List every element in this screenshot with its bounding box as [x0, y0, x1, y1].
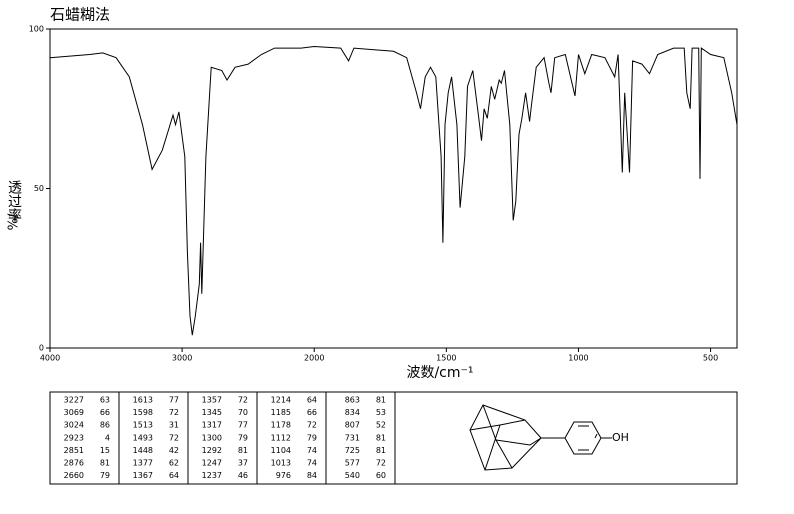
x-tick-label: 1000: [568, 354, 588, 363]
peak-wavenumber: 1178: [271, 421, 291, 430]
peak-transmittance: 72: [376, 459, 386, 468]
peak-transmittance: 52: [376, 421, 386, 430]
peak-wavenumber: 2660: [64, 471, 84, 480]
peak-transmittance: 66: [307, 408, 317, 417]
peak-transmittance: 63: [100, 396, 110, 405]
peak-transmittance: 84: [307, 471, 317, 480]
peak-transmittance: 60: [376, 471, 386, 480]
peak-wavenumber: 807: [345, 421, 360, 430]
peak-transmittance: 53: [376, 408, 386, 417]
y-axis-unit: %/: [7, 213, 22, 230]
peak-wavenumber: 3227: [64, 396, 84, 405]
peak-transmittance: 81: [100, 459, 110, 468]
y-axis-label: 透过率: [6, 180, 22, 222]
cage: [482, 404, 513, 469]
peak-wavenumber: 1237: [202, 471, 222, 480]
peak-transmittance: 81: [376, 396, 386, 405]
peak-transmittance: 64: [307, 396, 317, 405]
peak-transmittance: 74: [307, 446, 317, 455]
peak-wavenumber: 834: [345, 408, 360, 417]
peak-wavenumber: 863: [345, 396, 360, 405]
peak-transmittance: 66: [100, 408, 110, 417]
peak-wavenumber: 1185: [271, 408, 291, 417]
peak-wavenumber: 2923: [64, 433, 84, 442]
peak-transmittance: 86: [100, 421, 110, 430]
peak-wavenumber: 3069: [64, 408, 84, 417]
table-frame: [49, 391, 738, 485]
peak-wavenumber: 1367: [133, 471, 153, 480]
structure-label: OH: [612, 431, 629, 444]
x-tick-label: 4000: [40, 354, 60, 363]
peak-transmittance: 79: [100, 471, 110, 480]
peak-wavenumber: 731: [345, 433, 360, 442]
peak-wavenumber: 540: [345, 471, 360, 480]
peak-wavenumber: 1317: [202, 421, 222, 430]
cage: [469, 419, 526, 431]
peak-transmittance: 74: [307, 459, 317, 468]
structure: [469, 404, 612, 471]
peak-transmittance: 72: [169, 408, 179, 417]
x-axis-label: 波数/cm⁻¹: [406, 365, 473, 381]
x-tick-label: 2000: [304, 354, 324, 363]
peak-transmittance: 81: [376, 446, 386, 455]
peak-wavenumber: 1247: [202, 459, 222, 468]
peak-transmittance: 4: [105, 433, 110, 442]
x-tick-label: 500: [703, 354, 718, 363]
y-tick-label: 100: [29, 25, 44, 34]
x-tick-label: 3000: [172, 354, 192, 363]
peak-wavenumber: 976: [276, 471, 291, 480]
peak-transmittance: 81: [376, 433, 386, 442]
cage: [469, 404, 542, 471]
x-tick-label: 1500: [436, 354, 456, 363]
peak-wavenumber: 1377: [133, 459, 153, 468]
peak-wavenumber: 2876: [64, 459, 84, 468]
spectrum-line: [49, 45, 738, 336]
peak-wavenumber: 1292: [202, 446, 222, 455]
peak-wavenumber: 1613: [133, 396, 153, 405]
peak-transmittance: 15: [100, 446, 110, 455]
peak-transmittance: 31: [169, 421, 179, 430]
peak-transmittance: 79: [307, 433, 317, 442]
peak-wavenumber: 1214: [271, 396, 291, 405]
peak-wavenumber: 725: [345, 446, 360, 455]
peak-transmittance: 42: [169, 446, 179, 455]
peak-wavenumber: 1104: [271, 446, 291, 455]
peak-transmittance: 81: [238, 446, 248, 455]
bond: [594, 433, 598, 439]
peak-wavenumber: 1357: [202, 396, 222, 405]
peak-wavenumber: 1300: [202, 433, 222, 442]
peak-transmittance: 64: [169, 471, 179, 480]
plot-frame: [49, 28, 738, 349]
peak-transmittance: 72: [307, 421, 317, 430]
peak-transmittance: 77: [169, 396, 179, 405]
peak-wavenumber: 1598: [133, 408, 153, 417]
cage: [484, 424, 501, 471]
benzene-ring: [564, 421, 602, 455]
peak-wavenumber: 1493: [133, 433, 153, 442]
peak-transmittance: 77: [238, 421, 248, 430]
peak-wavenumber: 577: [345, 459, 360, 468]
y-tick-label: 50: [34, 184, 44, 193]
peak-transmittance: 79: [238, 433, 248, 442]
peak-wavenumber: 1513: [133, 421, 153, 430]
peak-transmittance: 46: [238, 471, 248, 480]
peak-transmittance: 37: [238, 459, 248, 468]
peak-transmittance: 72: [169, 433, 179, 442]
peak-wavenumber: 1448: [133, 446, 153, 455]
peak-transmittance: 70: [238, 408, 248, 417]
peak-wavenumber: 3024: [64, 421, 84, 430]
peak-transmittance: 72: [238, 396, 248, 405]
peak-wavenumber: 1013: [271, 459, 291, 468]
peak-wavenumber: 1345: [202, 408, 222, 417]
y-tick-label: 0: [39, 344, 44, 353]
cage: [495, 437, 542, 446]
peak-wavenumber: 2851: [64, 446, 84, 455]
chart-title: 石蜡糊法: [50, 6, 110, 24]
peak-wavenumber: 1112: [271, 433, 291, 442]
peak-transmittance: 62: [169, 459, 179, 468]
